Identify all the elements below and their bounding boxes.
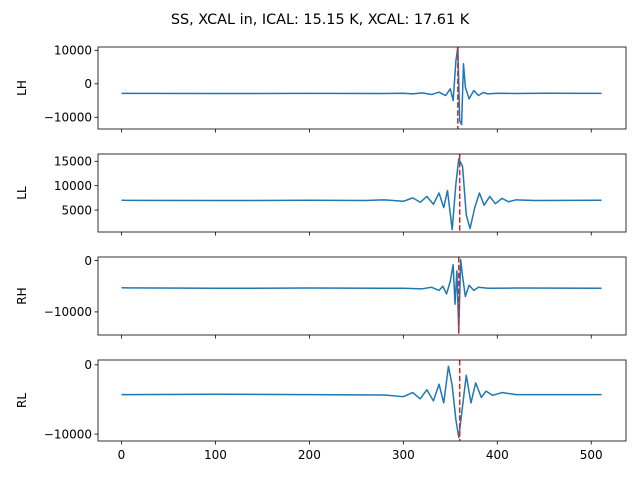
- subplot-rl: 0 −10000 0 100 200 300 400 500 RL: [15, 358, 627, 462]
- y-axis-label: RL: [15, 393, 29, 408]
- y-axis-label: LH: [15, 80, 29, 96]
- series-line-rh: [121, 258, 602, 333]
- y-tick-label: −10000: [44, 111, 92, 125]
- x-tick-label: 0: [118, 448, 126, 462]
- x-tick-label: 300: [392, 448, 415, 462]
- series-line-ll: [121, 158, 602, 231]
- x-tick-label: 400: [486, 448, 509, 462]
- figure-title: SS, XCAL in, ICAL: 15.15 K, XCAL: 17.61 …: [171, 12, 470, 28]
- y-tick-label: −10000: [44, 305, 92, 319]
- x-tick-label: 100: [204, 448, 227, 462]
- y-tick-label: 10000: [54, 44, 92, 58]
- subplot-stack: 100000−10000LH15000100005000LL0−10000RH0…: [15, 44, 627, 462]
- y-tick-label: 5000: [61, 203, 92, 217]
- y-tick-label: 0: [84, 254, 92, 268]
- axes-frame: [97, 46, 627, 130]
- y-tick-label: 15000: [54, 155, 92, 169]
- subplot-ll: 15000 10000 5000 LL: [15, 153, 627, 236]
- subplot-rh: 0 −10000 RH: [15, 254, 627, 339]
- x-tick-label: 200: [298, 448, 321, 462]
- axes-frame: [97, 256, 627, 336]
- subplot-lh: 10000 0 −10000 LH: [15, 44, 627, 133]
- y-tick-label: 10000: [54, 179, 92, 193]
- x-tick-label: 500: [580, 448, 603, 462]
- axes-frame: [97, 359, 627, 442]
- axes-frame: [97, 153, 627, 233]
- y-axis-label: LL: [15, 186, 29, 200]
- y-tick-label: 0: [84, 358, 92, 372]
- series-line-lh: [121, 47, 602, 126]
- y-tick-label: 0: [84, 77, 92, 91]
- y-axis-label: RH: [15, 287, 29, 304]
- series-line-rl: [121, 365, 602, 439]
- y-tick-label: −10000: [44, 427, 92, 441]
